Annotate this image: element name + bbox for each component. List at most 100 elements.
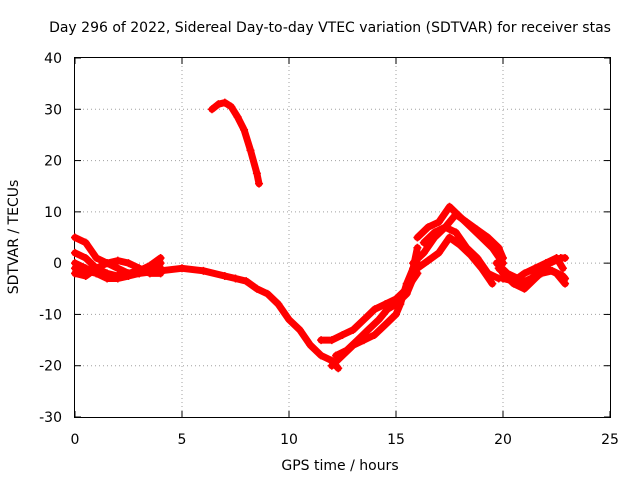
data-point-marker <box>81 254 90 263</box>
series-line <box>71 264 342 372</box>
data-point-marker <box>252 284 261 293</box>
data-point-marker <box>531 274 540 283</box>
chart-title: Day 296 of 2022, Sidereal Day-to-day VTE… <box>49 20 611 36</box>
data-point-marker <box>531 264 540 273</box>
data-point-marker <box>392 300 400 309</box>
data-point-marker <box>92 269 101 278</box>
data-point-marker <box>274 300 283 309</box>
data-point-marker <box>370 305 379 314</box>
data-point-marker <box>353 336 362 345</box>
data-point-marker <box>71 233 79 242</box>
data-point-marker <box>327 361 336 370</box>
data-point-marker <box>451 228 460 237</box>
x-tick-label: 25 <box>601 432 619 448</box>
data-point-marker <box>71 248 79 257</box>
data-point-marker <box>383 305 392 314</box>
data-point-marker <box>113 264 122 273</box>
data-point-marker <box>227 102 236 111</box>
data-point-marker <box>419 238 428 247</box>
series-line <box>413 234 496 288</box>
series-bump-3 <box>413 233 497 288</box>
data-point-marker <box>231 274 240 283</box>
data-point-marker <box>327 336 336 345</box>
data-point-marker <box>424 223 433 232</box>
data-point-marker <box>445 202 454 211</box>
data-point-marker <box>441 223 450 232</box>
data-point-marker <box>434 218 443 227</box>
data-point-marker <box>509 277 518 286</box>
data-point-marker <box>220 98 229 107</box>
x-tick-label: 5 <box>178 432 187 448</box>
y-axis-label: SDTVAR / TECUs <box>6 180 22 295</box>
grid <box>75 58 610 417</box>
data-point-marker <box>334 364 343 373</box>
y-tick-label: -30 <box>39 410 62 426</box>
data-point-marker <box>552 254 561 263</box>
data-point-marker <box>462 218 471 227</box>
y-tick-label: 40 <box>44 51 62 67</box>
data-point-marker <box>409 259 418 268</box>
data-point-marker <box>156 254 165 263</box>
y-tick-label: 20 <box>44 154 62 170</box>
x-tick-label: 15 <box>387 432 405 448</box>
data-point-marker <box>484 233 493 242</box>
series-tail-4 <box>499 254 567 286</box>
x-tick-label: 20 <box>494 432 512 448</box>
data-point-marker <box>430 228 439 237</box>
data-point-marker <box>424 256 433 265</box>
data-point-marker <box>381 320 390 329</box>
axis-ticks: 0 5 10 15 20 25 -30 -20 -10 0 10 20 30 40 <box>39 51 619 448</box>
data-point-marker <box>124 259 133 268</box>
data-point-marker <box>220 271 229 280</box>
data-point-marker <box>494 264 503 273</box>
x-tick-label: 10 <box>280 432 298 448</box>
data-point-marker <box>103 259 112 268</box>
data-point-marker <box>402 289 411 298</box>
data-point-marker <box>317 336 326 345</box>
data-point-marker <box>255 179 264 188</box>
data-point-marker <box>113 256 122 265</box>
data-point-marker <box>419 248 428 257</box>
data-point-marker <box>349 325 358 334</box>
data-point-marker <box>445 233 454 242</box>
y-tick-label: 30 <box>44 102 62 118</box>
data-point-marker <box>252 169 261 178</box>
data-point-marker <box>338 330 347 339</box>
series-arc <box>207 98 264 188</box>
data-point-marker <box>413 243 422 252</box>
x-tick-label: 0 <box>71 432 80 448</box>
data-point-marker <box>488 279 497 288</box>
data-point-marker <box>199 266 208 275</box>
data-point-marker <box>451 210 460 219</box>
y-tick-label: -10 <box>39 307 62 323</box>
data-point-marker <box>71 264 79 273</box>
data-point-marker <box>520 269 529 278</box>
data-point-marker <box>541 259 550 268</box>
data-point-marker <box>466 251 475 260</box>
plot-frame <box>74 57 611 418</box>
data-point-marker <box>178 264 186 273</box>
data-point-marker <box>364 325 373 334</box>
y-tick-label: 10 <box>44 205 62 221</box>
data-point-marker <box>233 112 242 121</box>
series-line <box>208 99 263 188</box>
data-point-marker <box>214 100 223 109</box>
data-point-marker <box>92 254 101 263</box>
data-point-marker <box>434 248 443 257</box>
data-point-marker <box>413 264 422 273</box>
data-point-marker <box>409 274 418 283</box>
series-bump-4 <box>419 210 507 263</box>
data-point-marker <box>456 241 465 250</box>
data-point-marker <box>342 346 351 355</box>
data-point-marker <box>207 105 216 114</box>
data-point-marker <box>520 284 529 293</box>
data-point-marker <box>306 341 315 350</box>
data-point-marker <box>552 269 561 278</box>
data-point-marker <box>392 310 400 319</box>
data-point-marker <box>499 254 507 263</box>
data-point-marker <box>561 254 570 263</box>
data-point-marker <box>558 264 567 273</box>
data-point-marker <box>332 351 341 360</box>
series-line <box>317 269 421 344</box>
data-point-marker <box>374 315 383 324</box>
